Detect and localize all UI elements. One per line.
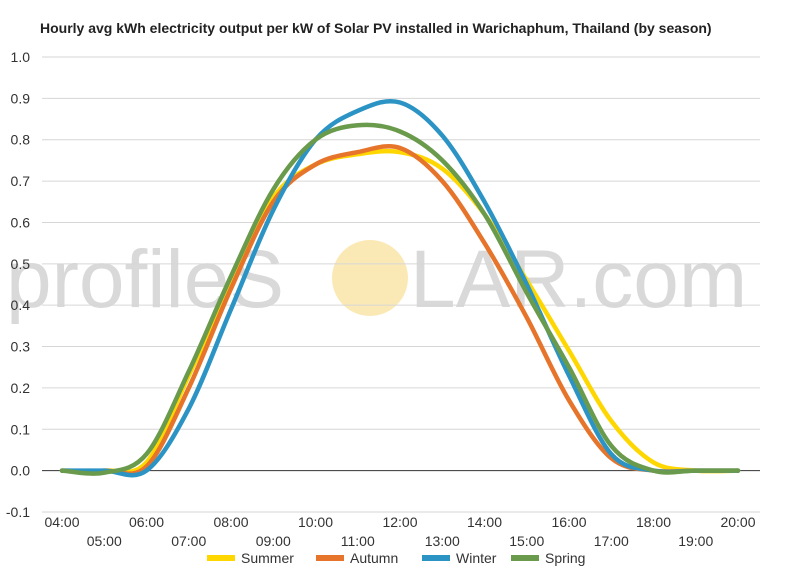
watermark-sun-icon xyxy=(332,240,408,316)
x-tick-label: 19:00 xyxy=(678,533,713,549)
y-tick-label: 0.0 xyxy=(11,463,31,479)
y-tick-label: 0.2 xyxy=(11,380,31,396)
legend-label-spring: Spring xyxy=(545,550,585,566)
watermark: profileS LAR.com xyxy=(6,234,747,325)
x-tick-label: 14:00 xyxy=(467,514,502,530)
x-tick-label: 05:00 xyxy=(87,533,122,549)
series-lines xyxy=(59,98,741,478)
x-tick-label: 15:00 xyxy=(509,533,544,549)
y-tick-label: 0.9 xyxy=(11,90,31,106)
series-line-winter xyxy=(59,98,741,478)
y-tick-label: -0.1 xyxy=(6,504,30,520)
x-tick-label: 10:00 xyxy=(298,514,333,530)
x-tick-label: 16:00 xyxy=(551,514,586,530)
y-tick-label: 0.4 xyxy=(11,297,31,313)
legend-label-summer: Summer xyxy=(241,550,294,566)
legend-swatch-autumn xyxy=(316,555,344,561)
gridlines xyxy=(42,56,760,513)
y-axis-labels: 1.0 0.9 0.8 0.7 0.6 0.5 0.4 0.3 0.2 0.1 0.0 -0.1 xyxy=(6,49,30,520)
legend-swatch-winter xyxy=(422,555,450,561)
x-tick-label: 08:00 xyxy=(213,514,248,530)
y-tick-label: 0.8 xyxy=(11,132,31,148)
x-tick-label: 06:00 xyxy=(129,514,164,530)
series-line-spring xyxy=(59,122,741,476)
y-tick-label: 1.0 xyxy=(11,49,31,65)
x-tick-label: 18:00 xyxy=(636,514,671,530)
legend-label-autumn: Autumn xyxy=(350,550,398,566)
x-tick-label: 20:00 xyxy=(720,514,755,530)
legend: Summer Autumn Winter Spring xyxy=(207,550,585,566)
series-line-autumn xyxy=(59,143,741,476)
y-tick-label: 0.1 xyxy=(11,421,31,437)
watermark-text-left: profileS xyxy=(6,234,284,325)
x-tick-label: 04:00 xyxy=(44,514,79,530)
x-tick-label: 09:00 xyxy=(256,533,291,549)
x-tick-label: 12:00 xyxy=(382,514,417,530)
x-axis-labels: 04:00 05:00 06:00 07:00 08:00 09:00 10:00 11:00… xyxy=(44,514,755,549)
watermark-text-right: LAR.com xyxy=(410,234,747,325)
y-tick-label: 0.5 xyxy=(11,256,31,272)
x-tick-label: 07:00 xyxy=(171,533,206,549)
chart-title: Hourly avg kWh electricity output per kW… xyxy=(40,20,712,36)
legend-swatch-summer xyxy=(207,555,235,561)
y-tick-label: 0.3 xyxy=(11,339,31,355)
y-tick-label: 0.6 xyxy=(11,214,31,230)
legend-label-winter: Winter xyxy=(456,550,497,566)
y-tick-label: 0.7 xyxy=(11,173,31,189)
x-tick-label: 17:00 xyxy=(594,533,629,549)
legend-swatch-spring xyxy=(511,555,539,561)
x-tick-label: 13:00 xyxy=(425,533,460,549)
x-tick-label: 11:00 xyxy=(341,533,375,549)
